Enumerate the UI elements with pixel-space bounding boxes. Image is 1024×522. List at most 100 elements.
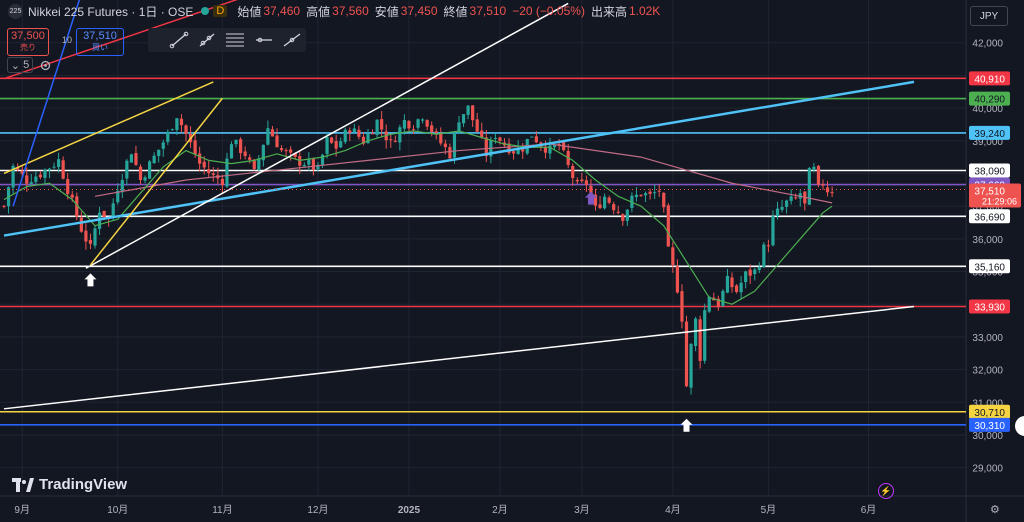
candle[interactable] xyxy=(598,204,602,209)
scroll-handle[interactable] xyxy=(1015,416,1024,436)
candle[interactable] xyxy=(411,129,416,131)
candle[interactable] xyxy=(816,165,821,185)
candle[interactable] xyxy=(612,204,616,211)
candle[interactable] xyxy=(648,191,652,194)
candle[interactable] xyxy=(762,244,766,267)
candle[interactable] xyxy=(61,160,65,179)
candle[interactable] xyxy=(125,160,129,179)
candle[interactable] xyxy=(421,119,425,121)
candle[interactable] xyxy=(593,194,598,206)
candle[interactable] xyxy=(248,157,252,160)
candle[interactable] xyxy=(707,296,711,312)
candle[interactable] xyxy=(361,136,366,144)
candle[interactable] xyxy=(289,149,293,153)
candle[interactable] xyxy=(434,131,438,134)
candle[interactable] xyxy=(325,137,329,154)
candle[interactable] xyxy=(316,164,320,170)
candle[interactable] xyxy=(161,142,165,149)
candle[interactable] xyxy=(111,203,115,217)
candle[interactable] xyxy=(20,170,24,174)
candle[interactable] xyxy=(38,174,42,178)
candle[interactable] xyxy=(662,192,666,208)
candle[interactable] xyxy=(789,196,793,201)
moving-average-long[interactable] xyxy=(94,143,833,204)
candle[interactable] xyxy=(389,139,393,141)
candle[interactable] xyxy=(571,165,575,178)
candle[interactable] xyxy=(102,210,106,217)
buy-button[interactable]: 37,510 買い xyxy=(76,28,124,56)
candle[interactable] xyxy=(716,298,720,308)
candle[interactable] xyxy=(653,192,657,194)
candle[interactable] xyxy=(330,137,334,143)
candle[interactable] xyxy=(807,168,811,205)
candle[interactable] xyxy=(493,137,497,139)
candle[interactable] xyxy=(775,208,780,217)
trend-line[interactable] xyxy=(85,2,569,269)
candle[interactable] xyxy=(734,285,739,292)
candle[interactable] xyxy=(75,196,79,217)
indicators-toggle[interactable]: ⌄ 5 xyxy=(7,57,52,73)
fib-icon[interactable] xyxy=(226,33,244,47)
ray-icon[interactable] xyxy=(199,33,215,47)
candle[interactable] xyxy=(443,143,447,148)
candle[interactable] xyxy=(830,192,834,194)
candle[interactable] xyxy=(812,166,816,170)
candle[interactable] xyxy=(466,105,470,115)
indicator-count[interactable]: ⌄ 5 xyxy=(7,57,33,73)
candle[interactable] xyxy=(211,173,215,175)
candle[interactable] xyxy=(393,140,397,142)
candle[interactable] xyxy=(452,132,457,158)
candle[interactable] xyxy=(530,136,534,138)
candle[interactable] xyxy=(307,158,311,165)
candle[interactable] xyxy=(66,179,70,194)
candle[interactable] xyxy=(47,168,52,171)
candle[interactable] xyxy=(607,197,611,203)
candle[interactable] xyxy=(402,120,406,129)
candle[interactable] xyxy=(284,150,288,152)
candle[interactable] xyxy=(698,319,702,361)
arrow-marker[interactable] xyxy=(680,418,693,432)
symbol-title[interactable]: Nikkei 225 Futures · 1日 · OSE xyxy=(28,4,194,19)
candle[interactable] xyxy=(757,267,761,271)
candle[interactable] xyxy=(348,130,352,133)
candle[interactable] xyxy=(266,128,270,145)
candle[interactable] xyxy=(302,165,306,167)
currency-selector[interactable]: JPY xyxy=(970,6,1008,26)
trend-line[interactable] xyxy=(3,80,915,237)
sell-button[interactable]: 37,500 売り xyxy=(7,28,49,56)
candle[interactable] xyxy=(521,149,525,152)
candle[interactable] xyxy=(370,133,375,135)
candle[interactable] xyxy=(461,114,466,124)
candle[interactable] xyxy=(79,217,83,232)
candle[interactable] xyxy=(334,141,338,149)
candle[interactable] xyxy=(475,119,479,132)
candle[interactable] xyxy=(202,161,206,168)
settings-icon[interactable] xyxy=(39,59,52,72)
candle[interactable] xyxy=(780,207,784,210)
level-tag[interactable] xyxy=(969,91,1010,106)
candle[interactable] xyxy=(357,129,361,137)
candle[interactable] xyxy=(771,216,775,246)
candle[interactable] xyxy=(57,159,61,168)
candle[interactable] xyxy=(88,240,93,244)
candle[interactable] xyxy=(134,153,138,165)
candle[interactable] xyxy=(275,135,279,148)
extended-line-icon[interactable] xyxy=(283,33,301,47)
candle[interactable] xyxy=(198,153,202,164)
candle[interactable] xyxy=(430,125,434,133)
candle[interactable] xyxy=(16,167,20,170)
candle[interactable] xyxy=(603,196,607,209)
last-price-tag[interactable] xyxy=(969,183,1021,208)
candle[interactable] xyxy=(220,178,224,186)
candle[interactable] xyxy=(179,118,184,126)
candle[interactable] xyxy=(34,176,38,182)
candle[interactable] xyxy=(484,137,488,157)
candle[interactable] xyxy=(84,230,88,242)
candle[interactable] xyxy=(825,187,830,193)
candle[interactable] xyxy=(138,166,143,181)
candle[interactable] xyxy=(257,158,261,170)
level-tag[interactable] xyxy=(969,71,1010,86)
level-tag[interactable] xyxy=(969,299,1010,314)
candle[interactable] xyxy=(744,271,748,283)
